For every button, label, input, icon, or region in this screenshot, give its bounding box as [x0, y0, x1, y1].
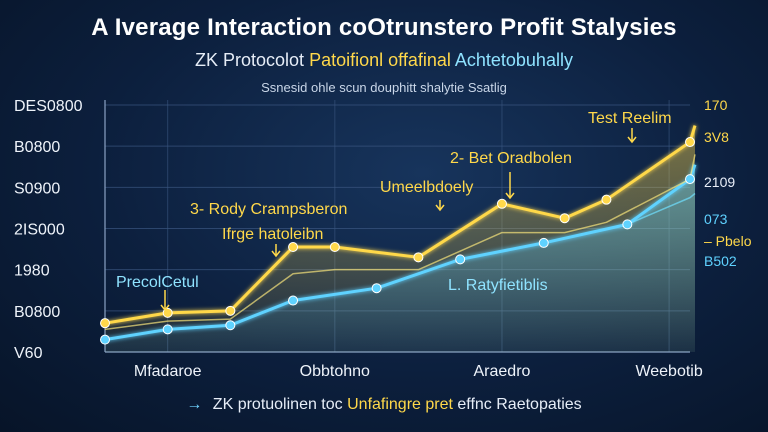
arrow-head-icon: [271, 250, 281, 258]
data-point: [601, 194, 612, 205]
series-points: [100, 137, 695, 345]
series-line: [104, 164, 697, 342]
y-tick-label: S0900: [14, 180, 60, 197]
x-tick-label: Mfadaroe: [134, 363, 202, 380]
series-area: [105, 164, 695, 352]
axis-labels: DES0800 B0800 S0900 2IS000 1980 B0800 V60 Mfada…: [14, 98, 703, 380]
subtitle-part-1: ZK Protocolot: [195, 50, 305, 70]
right-value-label: 2109: [704, 174, 735, 190]
annotation-label: L. Ratyfietiblis: [448, 277, 548, 294]
chart-subtitle: ZK Protocolot Patoifionl offafinal Achte…: [0, 50, 768, 71]
data-point: [225, 305, 236, 316]
arrow-head-icon: [435, 204, 445, 212]
series-line: [627, 192, 696, 226]
data-point: [685, 137, 695, 148]
data-point: [288, 242, 299, 253]
footer-part-1: ZK protuolinen toc: [212, 396, 343, 413]
x-tick-label: Weebotib: [635, 363, 702, 380]
y-tick-label: 2IS000: [14, 222, 65, 239]
data-point: [685, 174, 695, 185]
data-point: [371, 283, 382, 294]
data-point: [559, 213, 570, 224]
right-value-label: 3V8: [704, 129, 729, 145]
series-line: [104, 154, 696, 331]
annotations: 170 3V8 2109 073 – Pbelo B502 Test Reelim 2- Be…: [116, 97, 752, 312]
data-point: [225, 320, 236, 331]
annotation-label: Umeelbdoely: [380, 179, 473, 196]
annotation-label: 3- Rody Crampsberon: [190, 201, 347, 218]
data-point: [100, 318, 110, 329]
annotation-label: Test Reelim: [588, 110, 672, 127]
annotation-label: PrecolCetul: [116, 274, 199, 291]
right-value-label: 170: [704, 97, 728, 113]
y-tick-label: DES0800: [14, 98, 83, 115]
area-fills: [105, 125, 695, 352]
x-tick-label: Obbtohno: [300, 363, 370, 380]
footer-part-3: effnc Raetopaties: [457, 396, 582, 413]
right-value-label: B502: [704, 253, 737, 269]
data-point: [162, 324, 173, 335]
y-tick-label: B0800: [14, 139, 60, 156]
subtitle-part-2: Patoifionl offafinal: [309, 50, 451, 70]
data-point: [288, 295, 299, 306]
annotation-label: 2- Bet Oradbolen: [450, 150, 572, 167]
y-tick-label: V60: [14, 345, 43, 362]
right-value-label: 073: [704, 211, 728, 227]
data-point: [455, 254, 466, 265]
x-tick-label: Araedro: [474, 363, 531, 380]
data-point: [329, 242, 340, 253]
data-point: [496, 198, 507, 209]
arrow-head-icon: [505, 192, 515, 200]
y-tick-label: 1980: [14, 263, 50, 280]
data-point: [622, 219, 633, 230]
data-point: [100, 334, 110, 345]
data-point: [538, 237, 549, 248]
annotation-label: Ifrge hatoleibn: [222, 226, 323, 243]
chart-caption: Ssnesid ohle scun douphitt shalytie Ssat…: [261, 80, 507, 95]
arrow-head-icon: [627, 136, 637, 144]
data-point: [413, 252, 424, 263]
chart-title: A Iverage Interaction coOtrunstero Profi…: [91, 14, 677, 41]
y-tick-label: B0800: [14, 304, 60, 321]
subtitle-part-3: Achtetobuhally: [454, 50, 573, 70]
chart-footer: → ZK protuolinen toc Unfafingre pret eff…: [0, 396, 768, 414]
footer-part-2: Unfafingre pret: [347, 396, 453, 413]
arrow-head-icon: [160, 304, 170, 312]
right-value-label: – Pbelo: [704, 233, 752, 249]
arrow-right-icon: →: [186, 396, 203, 413]
